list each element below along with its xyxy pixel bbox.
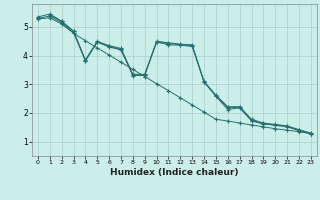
X-axis label: Humidex (Indice chaleur): Humidex (Indice chaleur) (110, 168, 239, 177)
